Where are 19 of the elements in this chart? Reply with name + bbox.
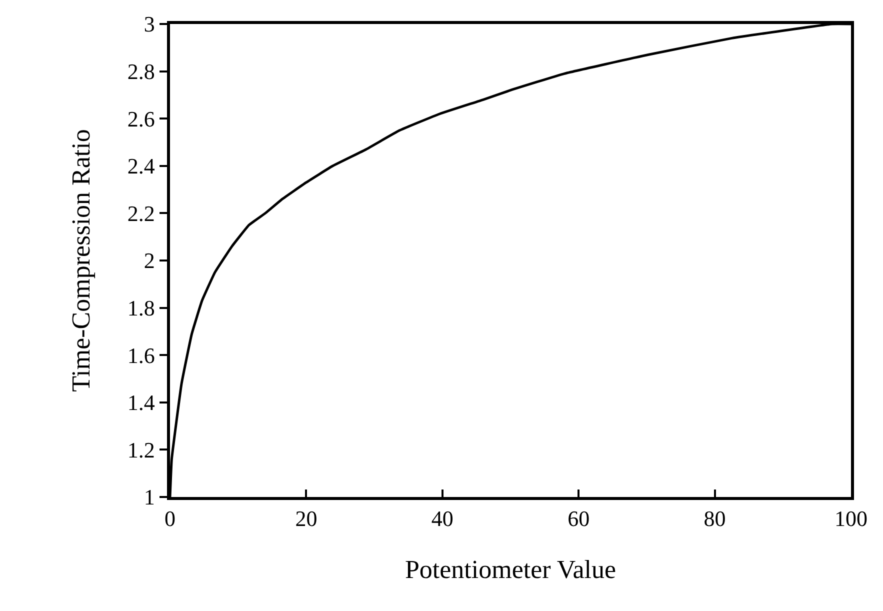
y-tick-label: 1.6 (127, 342, 155, 368)
y-tick-label: 2.8 (127, 59, 155, 84)
x-tick-label: 80 (704, 506, 726, 532)
y-tick-label: 2.2 (127, 200, 155, 226)
y-axis-title: Time-Compression Ratio (66, 129, 96, 392)
x-tick-label: 100 (834, 506, 868, 532)
y-tick-label: 1.4 (127, 390, 155, 416)
x-axis-title: Potentiometer Value (404, 554, 616, 584)
y-tick-label: 2 (144, 248, 155, 274)
y-tick-label: 1.2 (127, 437, 155, 462)
y-tick-label: 3 (144, 12, 155, 37)
y-tick-label: 1 (144, 484, 155, 510)
y-tick-label: 2.4 (127, 154, 155, 179)
y-tick-label: 2.6 (127, 106, 155, 132)
x-tick-label: 20 (295, 506, 318, 532)
x-tick-label: 0 (164, 506, 176, 532)
x-tick-label: 40 (431, 506, 454, 532)
y-tick-label: 1.8 (127, 296, 155, 320)
x-tick-label: 60 (568, 506, 590, 532)
